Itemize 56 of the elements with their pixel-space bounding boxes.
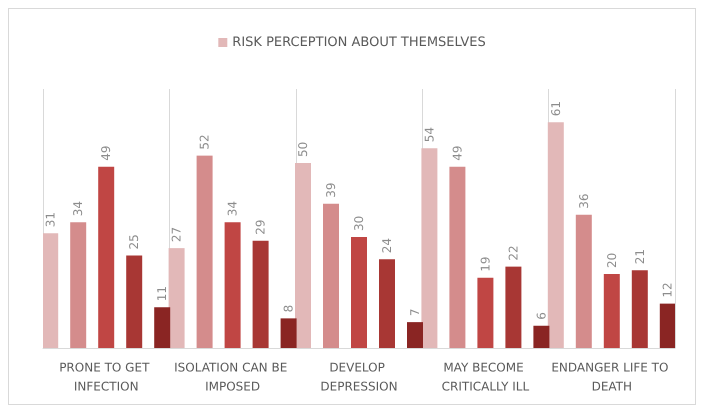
data-label: 31 xyxy=(44,212,58,228)
bar xyxy=(379,259,395,348)
data-label: 34 xyxy=(226,200,240,216)
bar xyxy=(632,270,648,348)
bar xyxy=(477,278,494,348)
data-label: 11 xyxy=(155,286,170,302)
data-label: 29 xyxy=(254,219,268,235)
bar xyxy=(196,156,213,348)
data-label: 7 xyxy=(408,308,422,316)
data-label: 34 xyxy=(71,200,86,216)
x-tick-label: MAY BECOME CRITICALLY ILL xyxy=(442,360,530,394)
legend-label: RISK PERCEPTION ABOUT THEMSELVES xyxy=(232,35,486,50)
bar xyxy=(98,166,114,348)
bar xyxy=(604,274,620,348)
bar xyxy=(576,214,592,348)
data-label: 21 xyxy=(632,249,647,264)
bar xyxy=(351,237,367,348)
data-label: 49 xyxy=(450,145,464,161)
bar xyxy=(252,240,269,348)
data-label: 30 xyxy=(352,216,366,231)
data-label: 36 xyxy=(576,194,591,209)
bar xyxy=(126,256,142,348)
data-label: 20 xyxy=(604,252,619,268)
bar xyxy=(660,304,675,348)
bar xyxy=(505,266,522,348)
bar xyxy=(70,222,86,348)
bar xyxy=(548,122,564,348)
data-label: 49 xyxy=(99,145,114,161)
data-label: 61 xyxy=(548,101,563,116)
data-label: 50 xyxy=(296,142,310,157)
data-label: 12 xyxy=(660,282,674,298)
bar xyxy=(295,163,311,348)
bar xyxy=(280,318,297,348)
bar xyxy=(154,307,170,348)
data-label: 8 xyxy=(282,304,296,312)
x-tick-label: ENDANGER LIFE TO DEATH xyxy=(551,360,672,394)
data-label: 27 xyxy=(170,226,184,242)
data-label: 52 xyxy=(198,134,212,150)
data-label: 24 xyxy=(380,238,394,254)
data-label: 22 xyxy=(506,245,520,261)
data-label: 25 xyxy=(127,234,142,250)
x-tick-label: PRONE TO GET INFECTION xyxy=(59,360,154,394)
x-tick-label: ISOLATION CAN BE IMPOSED xyxy=(174,360,292,394)
bar xyxy=(43,233,58,348)
data-label: 54 xyxy=(422,126,436,142)
bar xyxy=(421,148,438,348)
bar xyxy=(533,326,550,348)
bar xyxy=(224,222,241,348)
bar xyxy=(323,204,339,348)
bar xyxy=(449,166,466,348)
bar xyxy=(407,322,423,348)
data-label: 19 xyxy=(478,256,492,272)
x-tick-label: DEVELOP DEPRESSION xyxy=(320,360,398,394)
data-label: 6 xyxy=(534,312,548,320)
data-label: 39 xyxy=(324,182,338,198)
bar xyxy=(168,248,185,348)
